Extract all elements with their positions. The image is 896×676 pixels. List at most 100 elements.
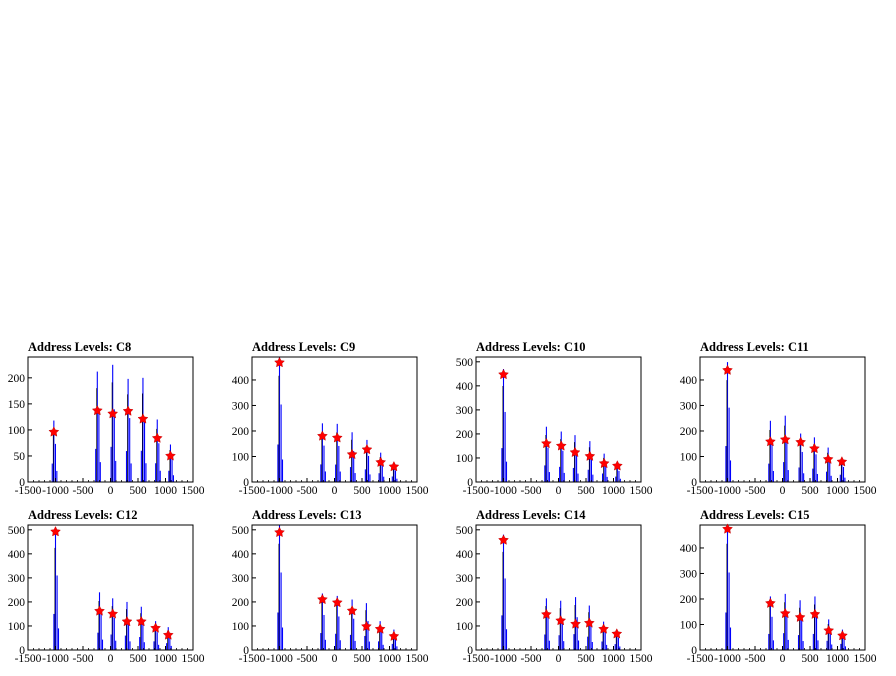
- peak-marker: [722, 364, 733, 375]
- y-tick-label: 0: [467, 645, 473, 657]
- peak-marker: [94, 605, 105, 616]
- y-tick-label: 200: [8, 597, 26, 609]
- y-tick-label: 400: [232, 375, 250, 387]
- x-tick-label: 500: [129, 653, 147, 665]
- peak-marker: [48, 426, 60, 437]
- y-tick-label: 300: [456, 573, 474, 585]
- y-tick-label: 300: [232, 400, 250, 412]
- x-tick-label: -1500: [239, 485, 266, 497]
- peak-marker: [107, 408, 119, 419]
- peak-marker: [274, 526, 285, 538]
- y-tick-label: 100: [680, 451, 698, 463]
- x-tick-label: -1500: [15, 653, 42, 665]
- peak-marker: [317, 593, 328, 605]
- x-tick-label: -500: [744, 653, 765, 665]
- y-tick-label: 300: [456, 405, 474, 417]
- x-tick-label: 1000: [154, 653, 177, 665]
- y-tick-label: 50: [14, 451, 26, 463]
- y-tick-label: 0: [467, 477, 473, 489]
- y-tick-label: 100: [456, 621, 474, 633]
- peak-marker: [274, 356, 285, 368]
- peak-marker: [361, 443, 373, 455]
- x-tick-label: 0: [332, 485, 338, 497]
- peak-marker: [121, 615, 133, 627]
- x-tick-label: 1000: [826, 485, 849, 497]
- peak-marker: [809, 442, 820, 454]
- plot-frame: [27, 356, 194, 483]
- y-tick-label: 200: [232, 597, 250, 609]
- x-tick-label: -1500: [463, 653, 490, 665]
- x-tick-label: 1000: [826, 653, 849, 665]
- x-tick-label: -1500: [687, 485, 714, 497]
- histogram-panel: Address Levels: C11 -1500 -1000 -500 0 500 100…: [672, 340, 896, 508]
- x-tick-label: -1000: [490, 485, 517, 497]
- peak-marker: [722, 523, 733, 534]
- peak-marker: [91, 404, 103, 416]
- panel-title: Address Levels: C11: [700, 340, 809, 354]
- histogram-panel: Address Levels: C15 -1500 -1000 -500 0 500 100…: [672, 508, 896, 676]
- y-tick-label: 400: [680, 375, 698, 387]
- y-tick-label: 200: [456, 429, 474, 441]
- x-tick-label: 1500: [630, 485, 653, 497]
- peak-marker: [162, 629, 174, 640]
- y-tick-label: 200: [680, 594, 698, 606]
- y-tick-label: 100: [8, 425, 26, 437]
- y-tick-label: 100: [232, 621, 250, 633]
- peak-marker: [150, 622, 161, 633]
- y-tick-label: 400: [680, 543, 698, 555]
- x-tick-label: 1000: [602, 485, 625, 497]
- x-tick-label: -500: [296, 653, 317, 665]
- histogram-bars: [725, 525, 846, 650]
- x-tick-label: 1500: [630, 653, 653, 665]
- peak-marker: [794, 611, 806, 622]
- peak-marker: [555, 440, 567, 451]
- y-tick-label: 300: [232, 573, 250, 585]
- x-tick-label: 1000: [154, 485, 177, 497]
- histogram-plot: -1500 -1000 -500 0 500 1000 1500 0 100 200 300 400: [232, 356, 429, 497]
- peak-marker: [388, 630, 400, 641]
- x-tick-label: 1000: [602, 653, 625, 665]
- x-tick-label: 500: [577, 653, 595, 665]
- peak-marker: [361, 620, 372, 632]
- peak-marker: [331, 432, 343, 443]
- x-tick-label: -1000: [266, 653, 293, 665]
- peak-marker: [541, 608, 552, 619]
- histogram-panel: Address Levels: C14 -1500 -1000 -500 0 500 100…: [448, 508, 672, 676]
- plot-frame: [251, 524, 418, 651]
- peak-marker: [331, 596, 343, 608]
- panel-title: Address Levels: C14: [476, 508, 586, 522]
- histogram-plot: -1500 -1000 -500 0 500 1000 1500 0 100 200 300 400 5…: [8, 524, 205, 665]
- x-tick-label: -500: [520, 485, 541, 497]
- x-tick-label: 1500: [406, 485, 429, 497]
- histogram-plot: -1500 -1000 -500 0 500 1000 1500 0 100 200 300 400 5…: [456, 524, 653, 665]
- x-tick-label: 1000: [378, 485, 401, 497]
- peak-marker: [611, 460, 623, 471]
- x-tick-label: 500: [801, 485, 819, 497]
- y-tick-label: 0: [243, 477, 249, 489]
- peak-marker: [151, 432, 163, 443]
- peak-marker: [823, 624, 835, 636]
- peak-marker: [795, 436, 807, 447]
- y-tick-label: 0: [243, 645, 249, 657]
- y-tick-label: 100: [232, 451, 250, 463]
- histogram-bars: [501, 534, 621, 650]
- panel-title: Address Levels: C15: [700, 508, 810, 522]
- x-tick-label: -1000: [42, 653, 69, 665]
- x-tick-label: 0: [556, 485, 562, 497]
- peak-marker: [555, 615, 567, 626]
- y-tick-label: 200: [8, 373, 26, 385]
- y-tick-label: 150: [8, 399, 26, 411]
- x-tick-label: 500: [577, 485, 595, 497]
- y-tick-label: 300: [680, 400, 698, 412]
- x-tick-label: 0: [108, 653, 114, 665]
- peak-marker: [779, 433, 791, 445]
- peak-marker: [165, 450, 176, 461]
- x-tick-label: 1500: [406, 653, 429, 665]
- peak-marker: [137, 413, 149, 424]
- y-tick-label: 0: [19, 645, 25, 657]
- histogram-plot: -1500 -1000 -500 0 500 1000 1500 0 100 200 300 400: [680, 356, 877, 497]
- peak-marker: [388, 461, 400, 472]
- y-tick-label: 100: [680, 619, 698, 631]
- y-tick-label: 300: [680, 568, 698, 580]
